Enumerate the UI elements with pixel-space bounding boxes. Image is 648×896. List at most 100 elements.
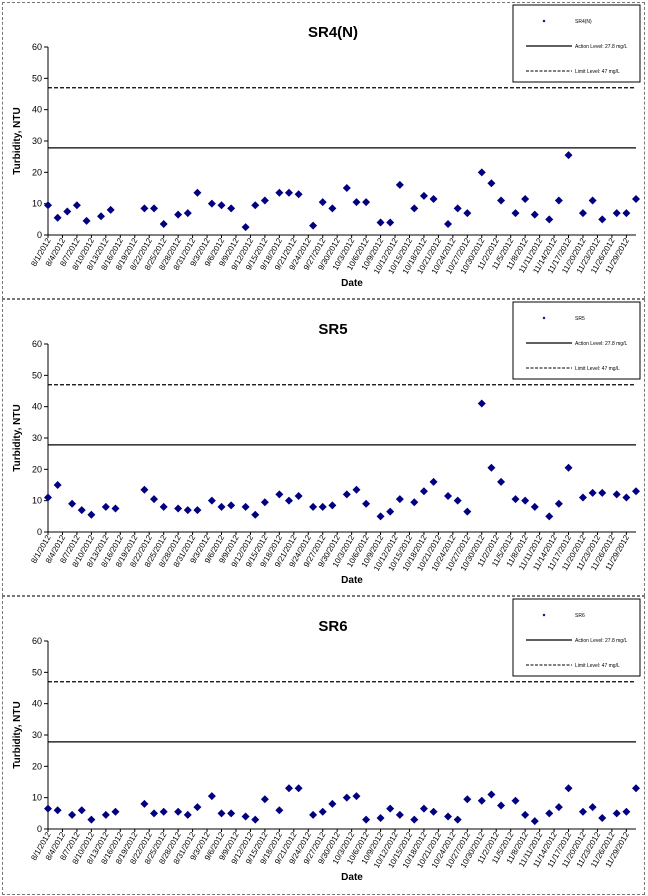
data-point-sr5 xyxy=(521,496,530,505)
data-point-sr5 xyxy=(429,477,438,486)
data-point-sr5 xyxy=(497,477,506,486)
data-point-sr4-n xyxy=(410,204,419,213)
legend-label: Action Level: 27.8 mg/L xyxy=(575,44,627,50)
data-point-sr6 xyxy=(275,806,284,815)
data-point-sr4-n xyxy=(554,196,563,205)
legend-box xyxy=(512,598,641,677)
data-point-sr6 xyxy=(217,809,226,818)
chart-title: SR5 xyxy=(318,321,347,338)
data-point-sr4-n xyxy=(511,209,520,218)
data-point-sr6 xyxy=(511,796,520,805)
data-point-sr4-n xyxy=(150,204,159,213)
data-point-sr4-n xyxy=(564,151,573,160)
data-point-sr5 xyxy=(101,502,110,511)
data-point-sr4-n xyxy=(193,188,202,197)
data-point-sr6 xyxy=(521,810,530,819)
legend-marker xyxy=(542,316,546,320)
data-point-sr4-n xyxy=(328,204,337,213)
y-tick-label: 0 xyxy=(37,527,42,537)
y-tick-label: 0 xyxy=(37,230,42,240)
data-point-sr5 xyxy=(376,512,385,521)
legend: SR4(N) Action Level: 27.8 mg/L Limit Level… xyxy=(512,4,641,83)
data-point-sr6 xyxy=(386,804,395,813)
data-point-sr6 xyxy=(150,809,159,818)
data-point-sr5 xyxy=(207,496,216,505)
data-point-sr4-n xyxy=(227,204,236,213)
data-point-sr6 xyxy=(44,804,52,813)
data-point-sr4-n xyxy=(342,184,351,192)
data-point-sr5 xyxy=(386,507,395,516)
data-point-sr6 xyxy=(183,810,192,819)
data-point-sr6 xyxy=(395,810,404,819)
data-point-sr4-n xyxy=(275,188,284,197)
data-point-sr5 xyxy=(463,507,472,516)
data-point-sr5 xyxy=(588,488,597,497)
data-point-sr4-n xyxy=(260,196,269,205)
y-tick-label: 60 xyxy=(32,636,42,646)
data-point-sr4-n xyxy=(598,215,607,224)
data-point-sr5 xyxy=(395,495,404,504)
data-point-sr4-n xyxy=(44,201,52,210)
x-axis-label: Date xyxy=(341,872,363,883)
data-point-sr6 xyxy=(53,806,62,815)
data-point-sr5 xyxy=(217,502,226,511)
y-tick-label: 60 xyxy=(32,339,42,349)
data-point-sr5 xyxy=(612,490,621,499)
data-point-sr4-n xyxy=(140,204,149,213)
x-axis-label: Date xyxy=(341,575,363,586)
y-axis-label: Turbidity, NTU xyxy=(12,107,23,174)
data-point-sr5 xyxy=(68,499,77,508)
data-point-sr4-n xyxy=(530,210,539,219)
data-point-sr6 xyxy=(588,803,597,812)
legend-label: SR5 xyxy=(575,316,585,322)
legend-box xyxy=(512,301,641,380)
y-tick-label: 40 xyxy=(32,402,42,412)
data-point-sr5 xyxy=(193,506,202,515)
y-tick-label: 50 xyxy=(32,667,42,677)
data-point-sr5 xyxy=(578,493,587,502)
data-point-sr5 xyxy=(140,485,149,494)
data-point-sr5 xyxy=(183,506,192,515)
data-point-sr6 xyxy=(554,803,563,812)
data-point-sr5 xyxy=(77,506,86,515)
data-point-sr5 xyxy=(275,490,284,499)
legend-label: SR4(N) xyxy=(575,19,592,25)
data-point-sr6 xyxy=(140,799,149,808)
y-tick-label: 40 xyxy=(32,699,42,709)
legend-label: Limit Level: 47 mg/L xyxy=(575,69,620,75)
data-point-sr6 xyxy=(429,807,438,816)
data-point-sr6 xyxy=(497,801,506,810)
data-point-sr6 xyxy=(174,807,183,816)
data-point-sr5 xyxy=(477,399,486,408)
data-point-sr4-n xyxy=(612,209,621,218)
data-point-sr5 xyxy=(309,502,318,511)
data-point-sr4-n xyxy=(497,196,506,205)
data-point-sr5 xyxy=(632,487,640,496)
data-point-sr5 xyxy=(44,493,52,502)
legend-label: Limit Level: 47 mg/L xyxy=(575,366,620,372)
data-point-sr6 xyxy=(227,809,236,818)
data-point-sr4-n xyxy=(632,194,640,203)
data-point-sr4-n xyxy=(444,220,453,229)
data-point-sr6 xyxy=(87,815,96,824)
data-point-sr6 xyxy=(444,812,453,821)
data-point-sr6 xyxy=(453,815,462,824)
data-point-sr6 xyxy=(564,784,573,793)
data-point-sr5 xyxy=(318,502,327,511)
data-point-sr6 xyxy=(77,806,86,815)
data-point-sr5 xyxy=(487,463,496,472)
data-point-sr4-n xyxy=(588,196,597,205)
data-point-sr4-n xyxy=(53,213,62,222)
legend-label: SR6 xyxy=(575,613,585,619)
data-point-sr5 xyxy=(410,498,419,507)
data-point-sr6 xyxy=(545,809,554,818)
data-point-sr6 xyxy=(159,807,168,816)
data-point-sr6 xyxy=(612,809,621,818)
data-point-sr4-n xyxy=(521,194,530,203)
data-point-sr6 xyxy=(294,784,303,793)
data-point-sr4-n xyxy=(183,209,192,218)
data-point-sr5 xyxy=(598,488,607,497)
